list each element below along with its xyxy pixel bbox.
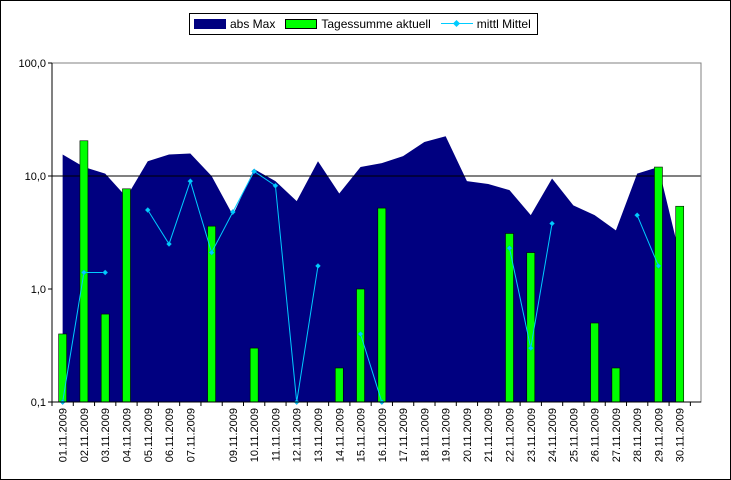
x-tick-label-13-11-2009: 13.11.2009 — [313, 408, 325, 462]
bar-swatch-icon — [285, 19, 318, 29]
mittl-mittel-point — [272, 182, 279, 189]
x-tick-label-01-11-2009: 01.11.2009 — [58, 408, 70, 462]
y-tick-label: 10,0 — [25, 171, 46, 183]
mittl-mittel-point — [527, 345, 534, 351]
tagessumme-bar — [334, 367, 344, 403]
legend-entry-mittl-mittel: mittl Mittel — [440, 17, 531, 31]
x-tick-label-23-11-2009: 23.11.2009 — [526, 408, 538, 462]
mittl-mittel-point — [634, 212, 641, 219]
x-tick-label-15-11-2009: 15.11.2009 — [356, 408, 368, 462]
mittl-mittel-point — [251, 168, 258, 175]
x-tick-label-30-11-2009: 30.11.2009 — [675, 408, 687, 462]
tagessumme-bar — [356, 288, 365, 403]
x-tick-label-12-11-2009: 12.11.2009 — [292, 408, 304, 462]
mittl-mittel-point — [102, 269, 109, 276]
mittl-mittel-point — [506, 245, 513, 252]
mittl-mittel-point — [655, 263, 662, 269]
x-tick-label-25-11-2009: 25.11.2009 — [568, 408, 580, 462]
tagessumme-bar — [58, 333, 67, 403]
x-tick-label-24-11-2009: 24.11.2009 — [547, 408, 559, 462]
mittl-mittel-point — [208, 249, 215, 256]
mittl-mittel-line-series — [59, 168, 662, 405]
tagessumme-bar — [654, 166, 663, 403]
line-diamond-swatch-icon — [440, 19, 473, 29]
x-tick-label-26-11-2009: 26.11.2009 — [590, 408, 602, 462]
x-tick-label-07-11-2009: 07.11.2009 — [185, 408, 197, 462]
x-tick-label-19-11-2009: 19.11.2009 — [441, 408, 453, 462]
legend-entry-abs-max: abs Max — [194, 17, 275, 31]
tagessumme-bar — [611, 367, 621, 403]
tagessumme-bar — [249, 347, 259, 403]
mittl-mittel-point — [187, 178, 194, 185]
x-tick-label-06-11-2009: 06.11.2009 — [164, 408, 176, 462]
tagessumme-bar — [100, 313, 110, 403]
legend-label-mittl-mittel: mittl Mittel — [476, 17, 531, 31]
tagessumme-bar — [526, 252, 536, 403]
x-tick-label-18-11-2009: 18.11.2009 — [419, 408, 431, 462]
mittl-mittel-point — [166, 241, 172, 247]
x-tick-label-09-11-2009: 09.11.2009 — [228, 408, 240, 462]
mittl-mittel-line — [636, 214, 659, 267]
x-tick-label-17-11-2009: 17.11.2009 — [398, 408, 410, 462]
x-tick-label-14-11-2009: 14.11.2009 — [334, 408, 346, 462]
abs-max-area — [62, 136, 680, 402]
y-tick-label: 100,0 — [18, 58, 46, 70]
mittl-mittel-point — [229, 209, 236, 215]
mittl-mittel-line — [360, 333, 383, 403]
x-tick-label-21-11-2009: 21.11.2009 — [483, 408, 495, 462]
x-tick-label-20-11-2009: 20.11.2009 — [462, 408, 474, 462]
mittl-mittel-point — [549, 220, 555, 227]
x-tick-label-05-11-2009: 05.11.2009 — [143, 408, 155, 462]
x-tick-label-03-11-2009: 03.11.2009 — [100, 408, 112, 462]
legend-label-tagessumme: Tagessumme aktuell — [321, 17, 431, 31]
legend: abs Max Tagessumme aktuell mittl Mittel — [189, 13, 538, 35]
x-tick-label-29-11-2009: 29.11.2009 — [653, 408, 665, 462]
tagessumme-bar — [122, 188, 131, 403]
y-tick-label: 0,1 — [31, 397, 46, 409]
mittl-mittel-point — [315, 263, 321, 269]
x-tick-label-11-11-2009: 11.11.2009 — [270, 408, 282, 461]
x-tick-label-28-11-2009: 28.11.2009 — [632, 408, 644, 462]
mittl-mittel-point — [81, 269, 87, 276]
tagessumme-bar — [675, 205, 685, 403]
x-axis-ticks: 01.11.2009 02.11.2009 03.11.2009 04.11.2009… — [51, 402, 691, 462]
legend-entry-tagessumme: Tagessumme aktuell — [285, 17, 431, 31]
x-tick-label-10-11-2009: 10.11.2009 — [249, 408, 261, 462]
x-tick-label-04-11-2009: 04.11.2009 — [121, 408, 133, 462]
x-tick-label-27-11-2009: 27.11.2009 — [611, 408, 623, 462]
y-tick-label: 1,0 — [31, 284, 46, 296]
x-tick-label-22-11-2009: 22.11.2009 — [504, 408, 516, 462]
y-axis-ticks: 0,1 1,0 10,0 100,0 — [18, 58, 52, 409]
tagessumme-bar — [590, 322, 599, 403]
area-swatch-icon — [194, 19, 226, 29]
tagessumme-bar — [505, 233, 514, 403]
x-tick-label-02-11-2009: 02.11.2009 — [79, 408, 91, 462]
tagessumme-bar — [377, 207, 387, 403]
mittl-mittel-point — [357, 331, 364, 337]
x-tick-label-16-11-2009: 16.11.2009 — [377, 408, 389, 462]
legend-label-abs-max: abs Max — [230, 17, 276, 31]
mittl-mittel-point — [144, 207, 151, 213]
abs-max-area-series — [62, 136, 680, 402]
